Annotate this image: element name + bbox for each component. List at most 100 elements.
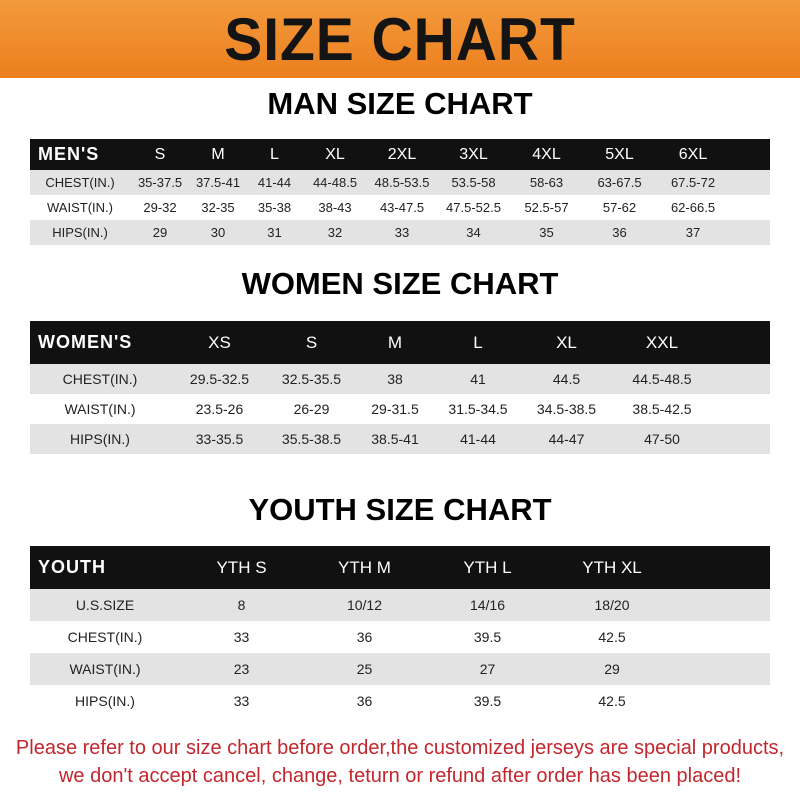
table-cell: 36: [356, 693, 373, 709]
page-title: SIZE CHART: [224, 5, 576, 73]
table-row: WAIST(IN.) 23 25 27 29: [30, 653, 770, 685]
header-row: WOMEN'S XS S M L XL XXL: [30, 321, 770, 364]
table-cell: 30: [210, 225, 226, 240]
table-cell: 33: [233, 693, 250, 709]
table-cell: 42.5: [598, 629, 626, 645]
table-cell: 29: [152, 225, 168, 240]
table-cell: 32-35: [201, 200, 235, 215]
table-cell: 31.5-34.5: [448, 401, 508, 417]
header-row: MEN'S S M L XL 2XL 3XL 4XL 5XL 6XL: [30, 139, 770, 170]
table-cell: 41-44: [460, 431, 496, 447]
row-label: WAIST(IN.): [69, 661, 141, 677]
table-cell: 29-31.5: [371, 401, 419, 417]
table-cell: 44-48.5: [312, 175, 358, 190]
table-cell: 41: [470, 371, 486, 387]
table-cell: 48.5-53.5: [374, 175, 430, 190]
table-row: CHEST(IN.) 35-37.5 37.5-41 41-44 44-48.5 48.5…: [30, 170, 770, 195]
row-label: WOMEN'S: [38, 332, 133, 352]
table-cell: 52.5-57: [524, 200, 569, 215]
table-cell: 33-35.5: [195, 431, 244, 447]
table-cell: 18/20: [594, 597, 630, 613]
row-label: HIPS(IN.): [52, 225, 108, 240]
table-cell: 62-66.5: [670, 200, 716, 215]
table-row: HIPS(IN.) 29 30 31 32 33 34 35 36 37: [30, 220, 770, 245]
table-cell: 6XL: [678, 145, 708, 163]
table-cell: 44.5: [552, 371, 581, 387]
table-row: CHEST(IN.) 33 36 39.5 42.5: [30, 621, 770, 653]
table-row: WAIST(IN.) 29-32 32-35 35-38 38-43 43-47.5 47.…: [30, 195, 770, 220]
row-label: MEN'S: [38, 144, 100, 164]
table-cell: 39.5: [473, 693, 502, 709]
table-cell: S: [154, 145, 166, 163]
table-cell: YTH M: [338, 557, 391, 577]
table-cell: XL: [556, 332, 577, 352]
table-cell: 29-32: [143, 200, 177, 215]
table-cell: 34: [466, 225, 481, 240]
table-row: WAIST(IN.) 23.5-26 26-29 29-31.5 31.5-34.5 34…: [30, 394, 770, 424]
men-section-title: MAN SIZE CHART: [267, 86, 533, 121]
table-cell: 44-47: [548, 431, 585, 447]
table-cell: XL: [325, 145, 345, 163]
table-cell: L: [473, 332, 483, 352]
table-cell: 29: [604, 661, 620, 677]
table-cell: 63-67.5: [597, 175, 642, 190]
table-cell: 43-47.5: [379, 200, 425, 215]
table-cell: 38-43: [318, 200, 352, 215]
row-label: HIPS(IN.): [70, 431, 130, 447]
table-cell: 31: [267, 225, 282, 240]
row-label: CHEST(IN.): [45, 175, 115, 190]
youth-size-table: YOUTH YTH S YTH M YTH L YTH XL U.S.SIZE 8 10/12…: [30, 546, 770, 717]
table-cell: M: [211, 145, 225, 163]
table-cell: 23.5-26: [195, 401, 244, 417]
table-row: HIPS(IN.) 33 36 39.5 42.5: [30, 685, 770, 717]
table-cell: M: [387, 332, 403, 352]
table-cell: 34.5-38.5: [536, 401, 597, 417]
table-cell: 44.5-48.5: [632, 371, 692, 387]
table-cell: 36: [356, 629, 373, 645]
table-cell: L: [270, 145, 279, 163]
table-cell: 10/12: [346, 597, 383, 613]
table-cell: 36: [612, 225, 627, 240]
table-cell: 23: [233, 661, 250, 677]
table-cell: 42.5: [598, 693, 626, 709]
row-label: CHEST(IN.): [67, 629, 143, 645]
table-cell: XS: [208, 332, 231, 352]
table-row: HIPS(IN.) 33-35.5 35.5-38.5 38.5-41 41-44 44-…: [30, 424, 770, 454]
table-cell: 47.5-52.5: [446, 200, 501, 215]
order-notice: Please refer to our size chart before or…: [0, 734, 800, 790]
table-cell: 35.5-38.5: [281, 431, 342, 447]
table-cell: 33: [394, 225, 410, 240]
table-cell: 35-38: [257, 200, 292, 215]
notice-line-1: Please refer to our size chart before or…: [15, 737, 785, 759]
table-cell: 35-37.5: [137, 175, 183, 190]
table-row: CHEST(IN.) 29.5-32.5 32.5-35.5 38 41 44.5 44.5…: [30, 364, 770, 394]
table-cell: 32.5-35.5: [281, 371, 342, 387]
table-cell: S: [305, 332, 318, 352]
table-cell: 14/16: [469, 597, 506, 613]
table-cell: 41-44: [257, 175, 292, 190]
table-cell: 35: [539, 225, 554, 240]
table-cell: 8: [237, 597, 246, 613]
row-label: WAIST(IN.): [47, 200, 113, 215]
table-cell: YTH L: [463, 557, 512, 577]
title-banner: SIZE CHART: [0, 0, 800, 78]
table-cell: 32: [327, 225, 343, 240]
row-label: HIPS(IN.): [75, 693, 135, 709]
header-row: YOUTH YTH S YTH M YTH L YTH XL: [30, 546, 770, 589]
women-section-title: WOMEN SIZE CHART: [241, 266, 559, 301]
table-cell: 67.5-72: [670, 175, 716, 190]
table-cell: 57-62: [602, 200, 637, 215]
table-cell: 2XL: [387, 145, 417, 163]
table-cell: 53.5-58: [451, 175, 496, 190]
table-row: U.S.SIZE 8 10/12 14/16 18/20: [30, 589, 770, 621]
row-label: CHEST(IN.): [62, 371, 138, 387]
table-cell: 3XL: [459, 145, 488, 163]
table-cell: 38.5-42.5: [632, 401, 692, 417]
table-cell: 58-63: [529, 175, 564, 190]
table-cell: YTH S: [216, 557, 267, 577]
table-cell: 4XL: [532, 145, 561, 163]
table-cell: 33: [233, 629, 250, 645]
table-cell: XXL: [645, 332, 679, 352]
table-cell: 25: [356, 661, 373, 677]
row-label: YOUTH: [38, 557, 106, 577]
